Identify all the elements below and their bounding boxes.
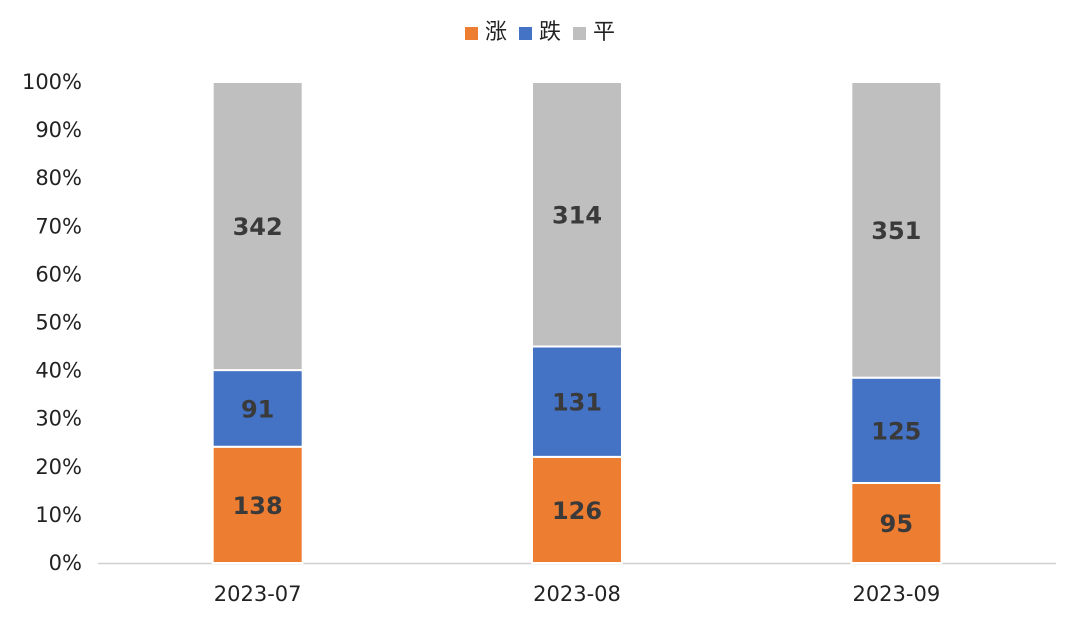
y-tick-label: 40% <box>35 359 82 383</box>
data-label: 314 <box>552 201 602 229</box>
data-label: 125 <box>871 417 921 445</box>
y-tick-label: 20% <box>35 455 82 479</box>
legend-item-flat: 平 <box>573 18 615 48</box>
y-tick-label: 70% <box>35 214 82 238</box>
legend-item-down: 跌 <box>518 18 561 48</box>
y-tick-label: 0% <box>49 551 82 575</box>
data-label: 351 <box>871 217 921 245</box>
bar-segment <box>211 445 304 564</box>
x-tick-label: 2023-09 <box>852 582 940 606</box>
legend-swatch-flat <box>573 26 586 40</box>
legend-swatch-down <box>518 26 532 40</box>
legend-label-up: 涨 <box>484 20 507 45</box>
bar-segment <box>531 345 623 458</box>
data-label: 91 <box>241 395 274 423</box>
bar-segment <box>850 81 943 379</box>
data-label: 95 <box>880 510 913 538</box>
x-tick-label: 2023-07 <box>214 582 302 606</box>
y-tick-label: 60% <box>35 262 82 286</box>
legend: 涨 跌 平 <box>0 18 1080 48</box>
y-tick-label: 90% <box>35 118 82 142</box>
legend-swatch-up <box>464 26 478 40</box>
data-label: 131 <box>552 389 602 417</box>
legend-label-down: 跌 <box>538 20 561 45</box>
y-tick-label: 10% <box>35 503 82 527</box>
y-tick-label: 100% <box>22 70 82 94</box>
legend-item-up: 涨 <box>464 18 507 48</box>
data-label: 126 <box>552 497 602 525</box>
legend-label-flat: 平 <box>593 20 616 45</box>
x-tick-label: 2023-08 <box>533 582 621 606</box>
y-tick-label: 80% <box>35 166 82 190</box>
bar-segment <box>531 455 623 564</box>
data-label: 342 <box>233 213 283 241</box>
y-tick-label: 30% <box>35 407 82 431</box>
data-label: 138 <box>233 492 283 520</box>
bar-segment <box>531 81 623 348</box>
bar-segment <box>211 369 304 448</box>
y-tick-label: 50% <box>35 311 82 335</box>
bar-segment <box>211 81 304 372</box>
